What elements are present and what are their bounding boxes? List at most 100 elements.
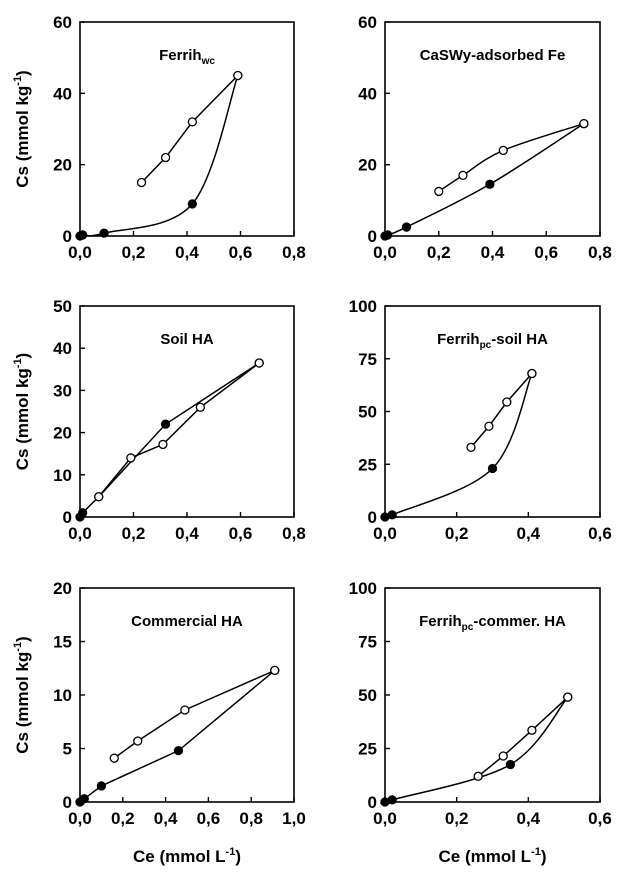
x-tick-label: 0,2 bbox=[445, 809, 469, 828]
y-tick-label: 60 bbox=[53, 13, 72, 32]
x-tick-label: 0,8 bbox=[282, 524, 306, 543]
y-tick-label: 15 bbox=[53, 633, 72, 652]
x-axis-label-text: Ce (mmol L bbox=[438, 847, 531, 866]
adsorption-line bbox=[79, 362, 260, 518]
y-axis-label-text: Cs (mmol kg bbox=[13, 86, 32, 188]
y-axis-label-text: Cs (mmol kg bbox=[13, 368, 32, 470]
open-data-point bbox=[498, 751, 508, 761]
y-tick-label: 40 bbox=[53, 339, 72, 358]
open-data-point bbox=[466, 442, 476, 453]
x-tick-label: 0,4 bbox=[517, 809, 541, 828]
open-data-point bbox=[484, 421, 494, 431]
open-data-point bbox=[527, 725, 537, 735]
x-tick-label: 0,0 bbox=[373, 243, 397, 262]
y-axis-label: Cs (mmol kg-1) bbox=[12, 70, 32, 187]
panel-title: Ferrihpc-soil HA bbox=[437, 331, 548, 351]
panel-title: Ferrihpc-commer. HA bbox=[419, 613, 566, 633]
y-tick-label: 40 bbox=[358, 84, 377, 103]
x-tick-label: 0,2 bbox=[122, 243, 146, 262]
x-tick-label: 0,6 bbox=[229, 243, 253, 262]
filled-data-point bbox=[485, 179, 495, 189]
y-tick-label: 25 bbox=[358, 740, 377, 759]
y-tick-label: 0 bbox=[63, 508, 72, 527]
x-tick-label: 0,6 bbox=[588, 809, 612, 828]
filled-data-point bbox=[505, 759, 516, 770]
filled-data-point bbox=[387, 510, 397, 520]
open-data-point bbox=[160, 152, 171, 163]
adsorption-line bbox=[381, 373, 533, 520]
panel-title-main: Ferrih bbox=[437, 331, 480, 348]
open-data-point bbox=[458, 170, 468, 181]
panel-title-rest: -commer. HA bbox=[473, 613, 566, 630]
open-data-point bbox=[233, 70, 243, 81]
y-tick-label: 0 bbox=[368, 227, 377, 246]
panel-title: Commercial HA bbox=[131, 613, 243, 630]
adsorption-line bbox=[79, 669, 276, 803]
x-tick-label: 0,6 bbox=[534, 243, 558, 262]
x-axis-label-end: ) bbox=[235, 847, 241, 866]
filled-data-point bbox=[78, 230, 88, 240]
y-axis-label: Cs (mmol kg-1) bbox=[12, 353, 32, 470]
panel-4: 0,0 0,2 0,4 0,6 0 25 50 75 100 Ferrihpc-soil HA bbox=[349, 297, 612, 543]
open-data-point bbox=[195, 402, 206, 412]
x-tick-label: 0,2 bbox=[427, 243, 451, 262]
open-data-point bbox=[133, 736, 143, 746]
x-tick-label: 0,8 bbox=[588, 243, 612, 262]
open-data-point bbox=[187, 117, 198, 127]
open-data-point bbox=[502, 397, 512, 407]
open-data-point bbox=[563, 692, 573, 702]
open-data-point bbox=[434, 186, 444, 197]
y-axis-label-superscript: -1 bbox=[12, 76, 24, 86]
x-tick-label: 0,2 bbox=[111, 809, 135, 828]
open-data-point bbox=[498, 145, 508, 156]
y-axis-label-end: ) bbox=[13, 353, 32, 359]
filled-data-point bbox=[79, 794, 89, 804]
y-tick-label: 50 bbox=[358, 686, 377, 705]
x-tick-label: 0,8 bbox=[282, 243, 306, 262]
open-data-point bbox=[158, 439, 168, 450]
x-tick-label: 0,6 bbox=[197, 809, 221, 828]
adsorption-line bbox=[384, 123, 585, 237]
panel-title-subscript: wc bbox=[201, 56, 216, 67]
x-tick-label: 0,2 bbox=[445, 524, 469, 543]
y-axis-label-superscript: -1 bbox=[12, 642, 24, 652]
y-tick-label: 75 bbox=[358, 350, 377, 369]
panel-3: 0,0 0,2 0,4 0,6 0,8 0 10 20 30 40 50 Soil HA Cs (mmo… bbox=[12, 297, 306, 543]
open-data-point bbox=[94, 492, 104, 502]
y-axis-label-end: ) bbox=[13, 636, 32, 642]
panel-title: Ferrihwc bbox=[159, 47, 215, 67]
x-tick-label: 0,4 bbox=[517, 524, 541, 543]
open-data-point bbox=[136, 177, 147, 188]
x-tick-label: 0,6 bbox=[588, 524, 612, 543]
y-tick-label: 50 bbox=[358, 403, 377, 422]
y-tick-label: 20 bbox=[358, 156, 377, 175]
y-tick-label: 20 bbox=[53, 579, 72, 598]
x-tick-label: 0,0 bbox=[68, 809, 92, 828]
y-tick-label: 75 bbox=[358, 633, 377, 652]
open-data-point bbox=[109, 753, 119, 763]
filled-data-point bbox=[383, 230, 393, 240]
panel-title-main: Ferrih bbox=[159, 47, 202, 64]
y-tick-label: 0 bbox=[63, 793, 72, 812]
x-tick-label: 0,0 bbox=[68, 524, 92, 543]
panel-2: 0,0 0,2 0,4 0,6 0,8 0 20 40 60 CaSWy-adsorbed Fe bbox=[358, 13, 612, 262]
y-tick-label: 100 bbox=[349, 579, 377, 598]
panel-title: CaSWy-adsorbed Fe bbox=[420, 47, 566, 64]
x-tick-label: 0,6 bbox=[229, 524, 253, 543]
y-axis-label: Cs (mmol kg-1) bbox=[12, 636, 32, 753]
panel-title-main: Soil HA bbox=[160, 331, 214, 348]
desorption-line bbox=[477, 696, 569, 777]
filled-data-point bbox=[78, 508, 88, 518]
filled-data-point bbox=[173, 745, 184, 756]
desorption-line bbox=[113, 669, 276, 759]
x-tick-label: 0,2 bbox=[122, 524, 146, 543]
y-tick-label: 60 bbox=[358, 13, 377, 32]
x-axis-label-end: ) bbox=[541, 847, 547, 866]
y-tick-label: 5 bbox=[63, 740, 72, 759]
open-data-point bbox=[270, 665, 280, 676]
desorption-line bbox=[140, 74, 239, 184]
open-data-point bbox=[473, 771, 483, 781]
x-tick-label: 0,0 bbox=[373, 809, 397, 828]
filled-data-point bbox=[487, 463, 498, 474]
x-tick-label: 0,8 bbox=[239, 809, 263, 828]
